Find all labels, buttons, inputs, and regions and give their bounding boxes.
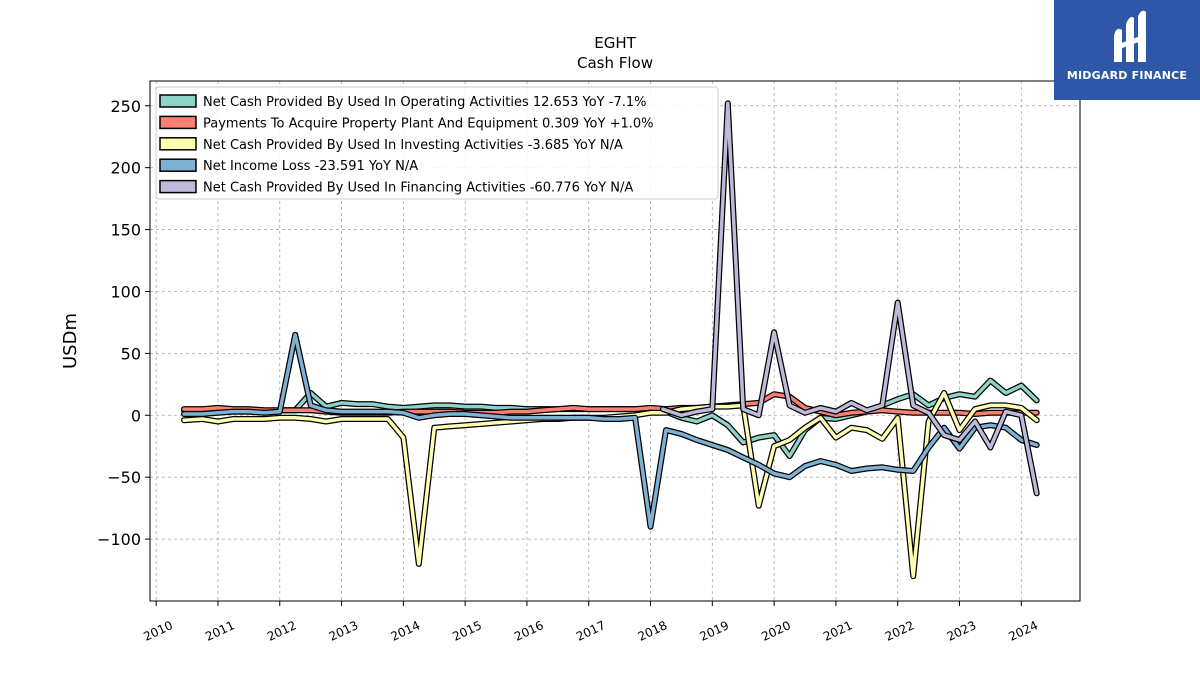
brand-logo-mark-icon	[1114, 10, 1146, 63]
legend-label: Net Cash Provided By Used In Investing A…	[203, 138, 623, 153]
legend-swatch	[159, 115, 197, 130]
series-line	[661, 101, 1039, 496]
legend-box	[155, 86, 719, 200]
x-tick-label: 2010	[141, 618, 175, 644]
x-tick-label: 2012	[265, 618, 299, 644]
brand-name: MIDGARD FINANCE	[1066, 69, 1188, 82]
x-tick-label: 2024	[1006, 618, 1040, 644]
x-tick-label: 2021	[821, 618, 855, 644]
x-tick-label: 2018	[636, 618, 670, 644]
plot-frame	[149, 80, 1081, 602]
legend-swatch	[159, 94, 197, 108]
legend: Net Cash Provided By Used In Operating A…	[155, 86, 719, 200]
series-lines	[181, 100, 1040, 580]
x-tick-label: 2019	[698, 618, 732, 644]
y-tick-label: 150	[110, 221, 141, 240]
y-axis-label: USDm	[60, 313, 81, 369]
x-tick-label: 2015	[450, 618, 484, 644]
chart-title: EGHT	[594, 34, 636, 52]
legend-swatch	[159, 179, 197, 194]
x-tick-label: 2011	[203, 618, 237, 644]
x-tick-label: 2020	[759, 618, 793, 644]
x-tick-label: 2017	[574, 618, 608, 644]
brand-logo: MIDGARD FINANCE	[1054, 0, 1200, 100]
x-tick-label: 2016	[512, 618, 546, 644]
y-tick-label: 200	[110, 159, 141, 178]
y-tick-label: 100	[110, 282, 141, 301]
y-tick-label: 0	[131, 406, 141, 425]
chart-subtitle: Cash Flow	[577, 54, 653, 72]
x-tick-label: 2014	[389, 618, 423, 644]
y-tick-label: −100	[97, 530, 141, 549]
legend-swatch	[159, 137, 197, 151]
y-tick-label: 250	[110, 97, 141, 116]
x-tick-label: 2013	[327, 618, 361, 644]
legend-label: Payments To Acquire Property Plant And E…	[203, 116, 654, 131]
legend-swatch	[159, 158, 197, 172]
legend-label: Net Cash Provided By Used In Financing A…	[203, 181, 633, 196]
x-tick-label: 2022	[883, 618, 917, 644]
legend-label: Net Cash Provided By Used In Operating A…	[203, 95, 646, 110]
x-tick-label: 2023	[945, 618, 979, 644]
series-line	[182, 333, 1039, 529]
y-tick-label: 50	[121, 344, 141, 363]
y-tick-label: −50	[107, 468, 141, 487]
legend-label: Net Income Loss -23.591 YoY N/A	[203, 159, 418, 174]
